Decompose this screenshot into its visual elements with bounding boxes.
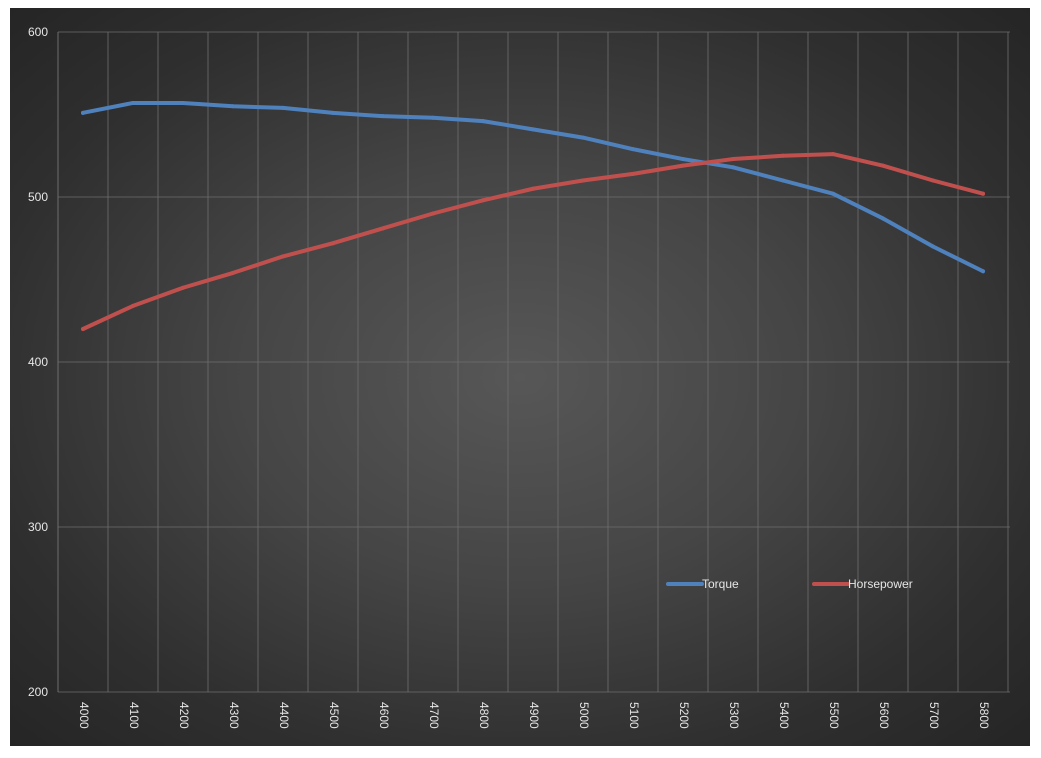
y-tick-label: 300 <box>28 520 48 534</box>
x-tick-label: 5600 <box>877 702 891 729</box>
data-point-horsepower <box>981 191 985 196</box>
data-point-torque <box>831 191 835 196</box>
x-tick-label: 4100 <box>127 702 141 729</box>
data-point-horsepower <box>531 186 535 191</box>
x-tick-label: 5500 <box>827 702 841 729</box>
x-tick-label: 4900 <box>527 702 541 729</box>
data-point-torque <box>681 157 685 162</box>
data-point-torque <box>181 100 185 105</box>
data-point-horsepower <box>281 254 285 259</box>
x-tick-label: 5800 <box>977 702 991 729</box>
data-point-torque <box>231 104 235 109</box>
x-axis-ticks: 4000 4100 4200 4300 4400 4500 4600 4700 4800 4900… <box>77 702 991 729</box>
grid-lines <box>57 31 1010 693</box>
data-point-torque <box>431 115 435 120</box>
data-point-horsepower <box>831 152 835 157</box>
data-point-horsepower <box>681 163 685 168</box>
data-point-horsepower <box>81 327 85 331</box>
legend-label: Horsepower <box>848 577 913 591</box>
x-tick-label: 5100 <box>627 702 641 729</box>
x-tick-label: 4200 <box>177 702 191 729</box>
x-tick-label: 4300 <box>227 702 241 729</box>
data-point-horsepower <box>631 171 635 176</box>
data-point-torque <box>531 127 535 132</box>
y-tick-label: 200 <box>28 685 48 699</box>
x-tick-label: 4400 <box>277 702 291 729</box>
data-point-torque <box>631 147 635 152</box>
data-point-horsepower <box>431 211 435 216</box>
data-point-horsepower <box>231 270 235 275</box>
y-tick-label: 600 <box>28 25 48 39</box>
legend-label: Torque <box>702 577 739 591</box>
data-point-horsepower <box>331 241 335 246</box>
x-tick-label: 5400 <box>777 702 791 729</box>
data-point-horsepower <box>931 178 935 183</box>
data-point-torque <box>931 244 935 249</box>
data-point-horsepower <box>731 157 735 162</box>
x-tick-label: 4000 <box>77 702 91 729</box>
line-chart: 200 300 400 500 600 4000 4100 4200 4300 4400 4500… <box>28 25 1010 729</box>
data-point-torque <box>581 135 585 140</box>
series-line-horsepower <box>81 152 985 331</box>
data-point-torque <box>331 110 335 115</box>
x-tick-label: 4500 <box>327 702 341 729</box>
data-point-torque <box>281 105 285 110</box>
x-tick-label: 4700 <box>427 702 441 729</box>
data-point-torque <box>131 100 135 105</box>
x-tick-label: 5300 <box>727 702 741 729</box>
x-tick-label: 5000 <box>577 702 591 729</box>
data-point-torque <box>381 114 385 119</box>
data-point-torque <box>731 165 735 170</box>
x-tick-label: 4600 <box>377 702 391 729</box>
x-tick-label: 4800 <box>477 702 491 729</box>
y-tick-label: 400 <box>28 355 48 369</box>
data-point-torque <box>81 110 85 115</box>
legend: Torque Horsepower <box>666 577 913 591</box>
data-point-horsepower <box>881 163 885 168</box>
data-point-horsepower <box>131 303 135 308</box>
data-point-torque <box>781 178 785 183</box>
data-point-torque <box>881 216 885 221</box>
chart-area: 200 300 400 500 600 4000 4100 4200 4300 4400 4500… <box>10 8 1030 746</box>
x-tick-label: 5200 <box>677 702 691 729</box>
x-tick-label: 5700 <box>927 702 941 729</box>
y-tick-label: 500 <box>28 190 48 204</box>
data-point-horsepower <box>381 226 385 231</box>
y-axis-ticks: 200 300 400 500 600 <box>28 25 48 699</box>
data-point-horsepower <box>781 153 785 158</box>
data-point-horsepower <box>581 178 585 183</box>
data-point-horsepower <box>481 198 485 203</box>
series-lines <box>81 100 985 331</box>
data-point-horsepower <box>181 285 185 290</box>
data-point-torque <box>481 119 485 124</box>
data-point-torque <box>981 269 985 274</box>
